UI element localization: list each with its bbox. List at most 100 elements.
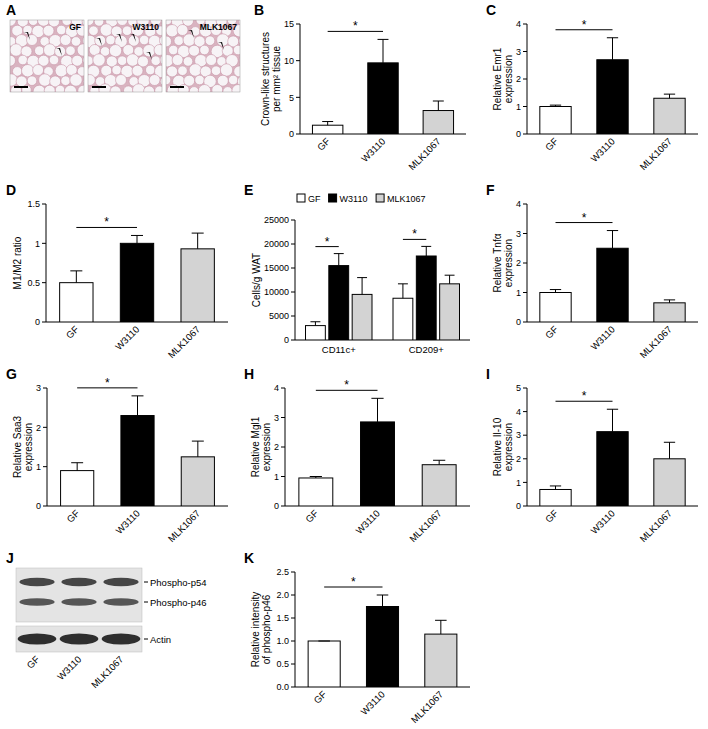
error-bar — [322, 122, 333, 126]
adipocyte — [174, 36, 184, 46]
error-stem — [197, 233, 198, 249]
x-tick-label: GF — [315, 136, 332, 153]
blot-band — [61, 578, 96, 586]
y-axis-label-line: expression — [261, 423, 272, 471]
y-tick-label: 0.5 — [27, 278, 40, 288]
micrograph-frame — [166, 20, 240, 92]
y-tick-label: 3 — [274, 413, 279, 423]
arrowhead — [130, 34, 136, 42]
bar — [393, 298, 413, 340]
y-tick-label: 4 — [274, 383, 279, 393]
x-tick-label: MLK1067 — [637, 324, 674, 361]
x-tick-label: GF — [543, 508, 560, 525]
y-axis-line — [527, 388, 528, 506]
y-axis-label: M1/M2 ratio — [12, 236, 23, 289]
bars — [312, 39, 453, 134]
error-cap — [371, 398, 383, 399]
adipocyte — [66, 46, 76, 56]
adipocyte — [151, 56, 161, 66]
error-bar — [371, 398, 383, 422]
y-tick — [296, 134, 300, 135]
y-tick — [523, 411, 527, 412]
error-cap — [433, 460, 445, 461]
adipocyte — [124, 86, 134, 92]
y-tick — [523, 322, 527, 323]
error-cap — [334, 253, 344, 254]
adipocyte — [211, 66, 221, 76]
x-tick-label: GF — [543, 324, 560, 341]
y-tick-label: 10000 — [264, 287, 289, 297]
chart-panel: GRelative Saa3expression0123GFW3110MLK10… — [6, 366, 228, 544]
error-cap — [607, 230, 618, 231]
adipocyte — [139, 35, 149, 45]
bar — [312, 125, 342, 134]
error-cap — [550, 485, 561, 486]
y-tick-label: 0 — [284, 335, 289, 345]
bar — [308, 641, 340, 687]
blot-membrane — [16, 568, 142, 622]
error-cap — [310, 321, 320, 322]
panel-letter: A — [6, 2, 16, 18]
y-axis-label-line: Relative intensity — [250, 592, 261, 668]
y-tick-label: 15 — [284, 19, 294, 29]
adipocyte — [133, 84, 145, 92]
adipocyte — [195, 75, 205, 85]
band-pointer — [144, 602, 148, 603]
error-stem — [612, 38, 613, 60]
panel-letter: I — [486, 366, 490, 382]
y-tick — [281, 476, 285, 477]
adipocyte — [189, 45, 200, 56]
error-stem — [327, 122, 328, 126]
error-cap — [192, 441, 204, 442]
band-pointer — [144, 582, 148, 583]
legend-label: MLK1067 — [387, 194, 426, 204]
y-tick — [43, 388, 47, 389]
error-bar — [664, 442, 675, 459]
y-tick-label: 5000 — [269, 311, 289, 321]
adipocyte — [70, 74, 82, 86]
y-tick — [523, 388, 527, 389]
y-tick — [523, 204, 527, 205]
y-axis-line — [47, 388, 48, 506]
significance-label: * — [325, 235, 330, 249]
y-tick — [296, 24, 300, 25]
y-tick — [523, 79, 527, 80]
y-axis-label: Cells/g WAT — [251, 253, 262, 307]
adipocyte — [167, 66, 178, 77]
y-tick-label: 1.5 — [276, 613, 289, 623]
bars — [61, 396, 215, 506]
x-tick-label: W3110 — [113, 324, 142, 353]
significance-label: * — [351, 575, 356, 589]
micrograph-label: GF — [69, 22, 81, 32]
error-cap — [421, 246, 431, 247]
y-tick-label: 0 — [289, 129, 294, 139]
bar — [597, 248, 628, 322]
y-axis-label: Relative Emr1expression — [492, 47, 514, 110]
error-bar — [318, 641, 330, 642]
micrograph-label: W3110 — [133, 22, 160, 32]
y-tick-label: 4 — [516, 19, 521, 29]
error-stem — [338, 254, 339, 266]
y-tick-label: 4 — [516, 199, 521, 209]
y-axis-label-line: Cells/g WAT — [251, 253, 262, 307]
bar — [181, 249, 214, 322]
error-stem — [315, 322, 316, 326]
y-tick-label: 25000 — [264, 215, 289, 225]
adipocyte — [166, 20, 172, 25]
y-tick-label: 10 — [284, 56, 294, 66]
arrowhead — [96, 38, 102, 46]
adipocyte — [189, 64, 201, 76]
arrowhead — [188, 30, 194, 38]
bar — [352, 294, 372, 340]
x-tick-label: MLK1067 — [407, 508, 444, 545]
y-tick — [523, 458, 527, 459]
y-tick — [291, 316, 295, 317]
x-tick-label: GF — [543, 136, 560, 153]
error-bar — [71, 463, 83, 471]
error-stem — [440, 620, 441, 634]
adipocyte — [78, 85, 84, 92]
y-tick — [291, 664, 295, 665]
chart-panel: BCrown-like structuresper mm² tissue0510… — [254, 2, 466, 172]
adipocyte — [110, 86, 121, 92]
y-axis-label: Relative Saa3expression — [12, 415, 34, 478]
